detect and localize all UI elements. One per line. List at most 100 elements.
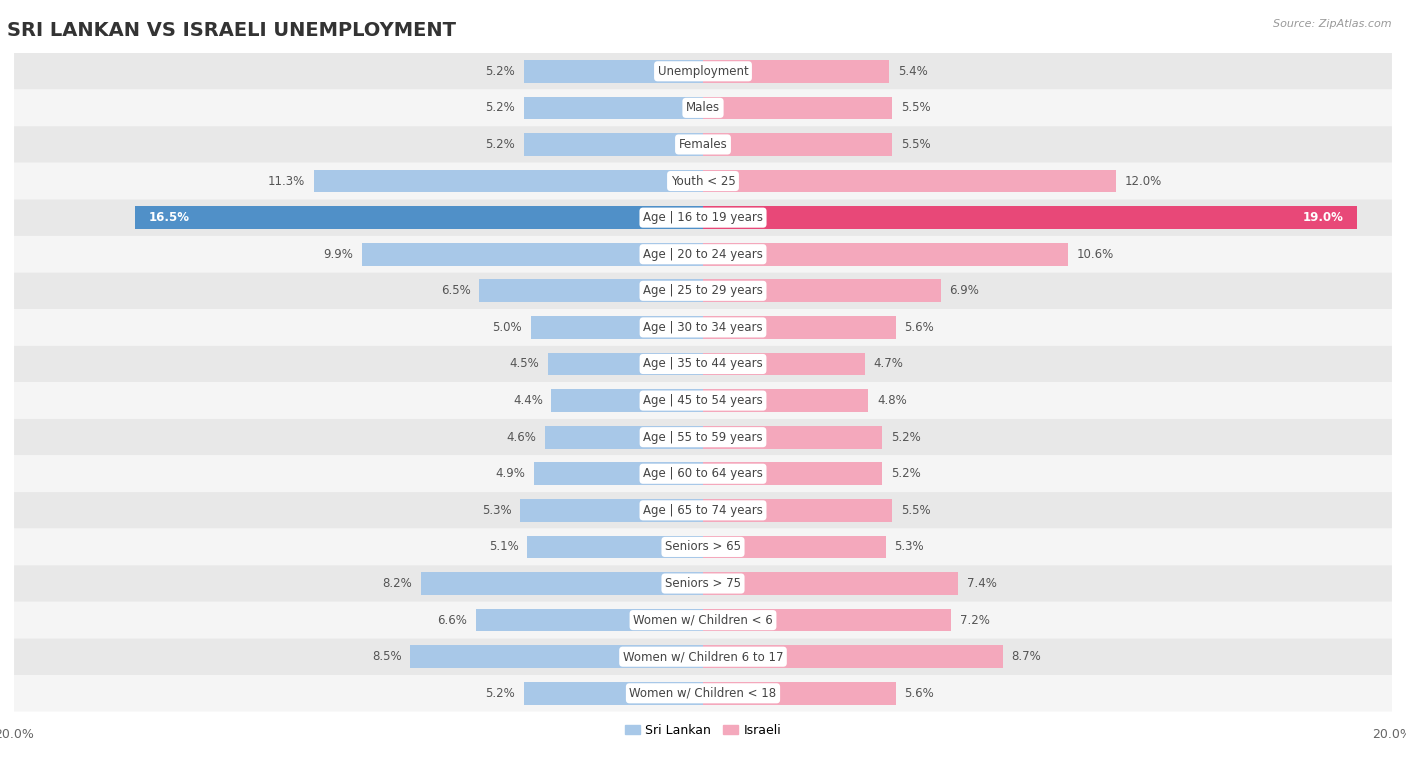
Text: 5.2%: 5.2% [891,431,921,444]
Text: 5.0%: 5.0% [492,321,522,334]
Bar [703,60,889,83]
Bar [703,207,1358,229]
FancyBboxPatch shape [14,309,1392,346]
FancyBboxPatch shape [14,528,1392,565]
Text: Females: Females [679,138,727,151]
Text: Seniors > 65: Seniors > 65 [665,540,741,553]
Text: 5.6%: 5.6% [904,321,934,334]
Bar [524,682,703,705]
FancyBboxPatch shape [14,602,1392,638]
Text: 19.0%: 19.0% [1303,211,1344,224]
Text: 4.4%: 4.4% [513,394,543,407]
Bar [420,572,703,595]
Legend: Sri Lankan, Israeli: Sri Lankan, Israeli [620,718,786,742]
Text: Age | 60 to 64 years: Age | 60 to 64 years [643,467,763,480]
Text: 11.3%: 11.3% [269,175,305,188]
Bar [531,316,703,338]
Text: 8.7%: 8.7% [1011,650,1040,663]
Bar [703,243,1069,266]
Bar [703,536,886,558]
Bar [703,97,893,119]
Bar [703,682,896,705]
FancyBboxPatch shape [14,89,1392,126]
Bar [524,97,703,119]
Text: 5.2%: 5.2% [485,101,515,114]
Text: 5.5%: 5.5% [901,101,931,114]
Text: 5.5%: 5.5% [901,504,931,517]
Text: 5.4%: 5.4% [897,65,928,78]
Text: Age | 20 to 24 years: Age | 20 to 24 years [643,248,763,260]
Text: 5.3%: 5.3% [894,540,924,553]
Text: 7.2%: 7.2% [960,614,990,627]
Bar [411,646,703,668]
Bar [703,609,950,631]
Text: 7.4%: 7.4% [966,577,997,590]
Bar [703,572,957,595]
Text: 5.1%: 5.1% [489,540,519,553]
Bar [361,243,703,266]
FancyBboxPatch shape [14,126,1392,163]
Text: 8.5%: 8.5% [373,650,402,663]
Text: Women w/ Children < 6: Women w/ Children < 6 [633,614,773,627]
Text: Age | 30 to 34 years: Age | 30 to 34 years [643,321,763,334]
Text: 5.2%: 5.2% [485,138,515,151]
Text: Age | 35 to 44 years: Age | 35 to 44 years [643,357,763,370]
Text: Age | 55 to 59 years: Age | 55 to 59 years [643,431,763,444]
Bar [548,353,703,375]
Bar [314,170,703,192]
Text: 4.8%: 4.8% [877,394,907,407]
FancyBboxPatch shape [14,273,1392,309]
Text: Seniors > 75: Seniors > 75 [665,577,741,590]
Text: SRI LANKAN VS ISRAELI UNEMPLOYMENT: SRI LANKAN VS ISRAELI UNEMPLOYMENT [7,21,456,40]
FancyBboxPatch shape [14,199,1392,236]
Text: 9.9%: 9.9% [323,248,353,260]
Bar [703,279,941,302]
Text: Age | 65 to 74 years: Age | 65 to 74 years [643,504,763,517]
Bar [703,170,1116,192]
FancyBboxPatch shape [14,53,1392,89]
Text: Youth < 25: Youth < 25 [671,175,735,188]
FancyBboxPatch shape [14,638,1392,675]
Text: Unemployment: Unemployment [658,65,748,78]
Text: 5.2%: 5.2% [485,687,515,699]
Bar [703,426,882,448]
Text: Source: ZipAtlas.com: Source: ZipAtlas.com [1274,19,1392,29]
Bar [703,316,896,338]
Bar [703,463,882,485]
Text: Women w/ Children 6 to 17: Women w/ Children 6 to 17 [623,650,783,663]
Text: 4.5%: 4.5% [509,357,540,370]
Text: 8.2%: 8.2% [382,577,412,590]
Text: 5.6%: 5.6% [904,687,934,699]
FancyBboxPatch shape [14,675,1392,712]
Bar [135,207,703,229]
Bar [527,536,703,558]
Text: 4.7%: 4.7% [873,357,904,370]
Bar [703,353,865,375]
FancyBboxPatch shape [14,419,1392,456]
Bar [520,499,703,522]
Bar [703,646,1002,668]
Text: 4.9%: 4.9% [496,467,526,480]
FancyBboxPatch shape [14,346,1392,382]
Bar [544,426,703,448]
Bar [479,279,703,302]
Text: Age | 25 to 29 years: Age | 25 to 29 years [643,285,763,298]
Bar [703,133,893,156]
Bar [524,60,703,83]
FancyBboxPatch shape [14,565,1392,602]
FancyBboxPatch shape [14,163,1392,199]
Bar [551,389,703,412]
Text: Males: Males [686,101,720,114]
Bar [475,609,703,631]
Text: 6.6%: 6.6% [437,614,467,627]
Bar [703,499,893,522]
Text: Women w/ Children < 18: Women w/ Children < 18 [630,687,776,699]
FancyBboxPatch shape [14,382,1392,419]
Text: 6.5%: 6.5% [440,285,471,298]
Bar [703,389,869,412]
Text: Age | 45 to 54 years: Age | 45 to 54 years [643,394,763,407]
Text: 5.5%: 5.5% [901,138,931,151]
Text: Age | 16 to 19 years: Age | 16 to 19 years [643,211,763,224]
FancyBboxPatch shape [14,236,1392,273]
FancyBboxPatch shape [14,456,1392,492]
